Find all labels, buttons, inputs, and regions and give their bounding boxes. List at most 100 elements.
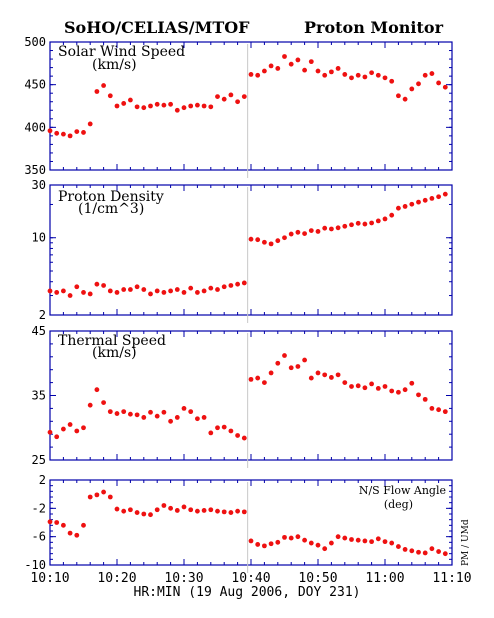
data-point <box>342 223 348 229</box>
panel-unit: (km/s) <box>92 345 137 361</box>
x-tick-label: 10:10 <box>30 571 69 586</box>
data-point <box>114 290 120 295</box>
y-tick-label: 2 <box>39 473 46 487</box>
data-point <box>369 70 374 76</box>
data-point <box>161 102 167 108</box>
data-point <box>409 380 415 386</box>
data-point <box>47 429 53 435</box>
data-point <box>282 54 287 59</box>
data-point <box>228 92 234 98</box>
y-tick-label: 45 <box>32 324 46 338</box>
data-point <box>54 434 60 440</box>
data-point <box>315 229 321 234</box>
data-point <box>201 508 207 513</box>
x-tick-label: 10:30 <box>164 571 203 586</box>
data-point <box>94 89 100 94</box>
data-point <box>375 536 381 542</box>
data-point <box>67 422 73 427</box>
data-point <box>302 231 307 237</box>
data-point <box>422 72 428 78</box>
y-tick-label: 25 <box>32 453 46 467</box>
panel-1: 30 10 2 Proton Density(1/cm^3) <box>32 178 453 323</box>
data-point <box>262 68 267 74</box>
panel-unit: (km/s) <box>92 57 137 73</box>
data-point <box>54 520 60 525</box>
data-point <box>208 285 214 291</box>
data-point <box>215 287 220 292</box>
data-point <box>416 392 421 398</box>
data-point <box>181 406 187 411</box>
panel-3: 2 -2 -6 -10 N/S Flow Angle(deg) <box>24 473 453 573</box>
data-point <box>355 537 361 543</box>
data-point <box>195 508 200 514</box>
data-point <box>422 550 428 556</box>
data-point <box>409 201 415 207</box>
data-point <box>315 68 321 74</box>
data-point <box>335 66 341 71</box>
data-point <box>174 287 180 292</box>
data-point <box>288 365 294 371</box>
x-axis-label: HR:MIN (19 Aug 2006, DOY 231) <box>134 585 361 600</box>
data-point <box>262 543 267 549</box>
data-point <box>335 372 341 378</box>
data-point <box>94 281 100 287</box>
data-point <box>268 541 274 547</box>
data-point <box>47 519 53 525</box>
data-point <box>389 388 395 394</box>
data-point <box>422 197 428 203</box>
data-point <box>141 287 147 292</box>
data-point <box>101 83 106 88</box>
data-point <box>181 105 187 111</box>
data-point <box>134 104 140 110</box>
data-point <box>396 93 401 99</box>
data-point <box>329 226 334 232</box>
y-tick-label: 400 <box>24 120 46 134</box>
data-point <box>168 505 174 511</box>
data-point <box>154 288 160 294</box>
data-point <box>127 97 133 103</box>
data-point <box>322 225 328 231</box>
data-point <box>248 376 254 382</box>
data-point <box>134 412 140 418</box>
data-point <box>442 191 448 197</box>
data-point <box>275 238 281 244</box>
data-point <box>375 72 381 78</box>
data-point <box>61 522 66 528</box>
data-point <box>161 409 167 415</box>
data-point <box>221 509 227 515</box>
data-point <box>382 539 388 545</box>
data-point <box>342 380 348 385</box>
data-point <box>74 284 80 290</box>
data-point <box>235 433 241 438</box>
data-point <box>148 512 153 518</box>
data-point <box>268 241 274 247</box>
data-point <box>382 75 388 81</box>
data-point <box>295 229 301 235</box>
data-point <box>87 494 93 500</box>
data-point <box>342 535 348 541</box>
data-point <box>127 411 133 417</box>
data-point <box>127 507 133 513</box>
data-point <box>389 78 395 84</box>
data-point <box>349 75 354 81</box>
data-point <box>248 72 254 77</box>
data-point <box>81 130 86 135</box>
data-point <box>195 102 200 108</box>
data-point <box>241 509 247 515</box>
data-point <box>409 86 415 92</box>
y-tick-label: -2 <box>32 501 46 515</box>
data-point <box>148 291 153 297</box>
panel-title: Thermal Speed <box>58 333 166 349</box>
data-point <box>208 430 214 436</box>
data-point <box>288 231 294 237</box>
data-point <box>362 385 368 391</box>
data-point <box>195 290 200 295</box>
data-point <box>221 96 227 102</box>
data-point <box>87 121 93 127</box>
data-point <box>442 551 448 557</box>
data-point <box>154 413 160 419</box>
data-point <box>275 539 281 545</box>
data-point <box>382 384 388 389</box>
data-point <box>422 396 428 402</box>
